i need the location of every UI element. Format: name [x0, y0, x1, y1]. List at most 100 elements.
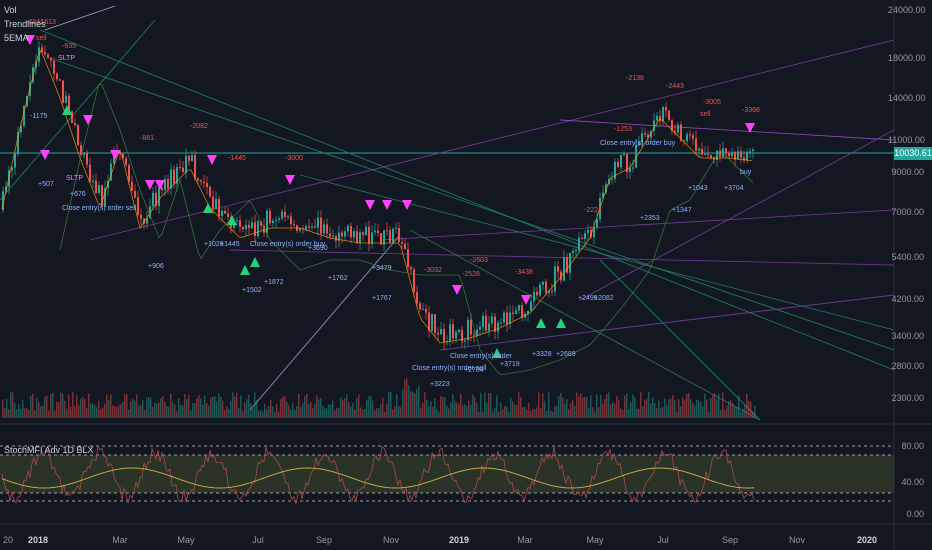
volume-bar [440, 396, 442, 418]
volume-bar [636, 408, 638, 418]
candle-body [128, 165, 130, 182]
volume-bar [146, 397, 148, 418]
volume-bar [428, 406, 430, 418]
volume-bar [178, 398, 180, 418]
volume-bar [314, 404, 316, 418]
candle-body [257, 221, 259, 237]
volume-bar [328, 404, 330, 418]
volume-bar [576, 392, 578, 418]
trade-annotation: -2138 [626, 75, 644, 82]
volume-bar [288, 405, 290, 418]
volume-bar [334, 410, 336, 418]
volume-bar [242, 411, 244, 418]
volume-bar [420, 407, 422, 418]
candle-body [551, 290, 553, 292]
volume-bar [632, 394, 634, 418]
candle-body [632, 167, 634, 169]
volume-bar [290, 410, 292, 418]
trendline [54, 59, 895, 351]
volume-bar [680, 406, 682, 418]
volume-bar [496, 395, 498, 418]
volume-bar [66, 408, 68, 418]
trendline [89, 39, 895, 241]
candle-body [548, 290, 550, 293]
volume-bar [352, 402, 354, 418]
volume-bar [364, 408, 366, 418]
candle-body [587, 229, 589, 234]
candle-body [242, 226, 244, 230]
sell-signal-marker [521, 295, 531, 305]
candle-body [545, 281, 547, 293]
volume-bar [682, 397, 684, 418]
ma-line [59, 83, 754, 376]
volume-bar [272, 406, 274, 418]
volume-bar [446, 405, 448, 418]
trade-annotation: -3438 [515, 269, 533, 276]
candle-body [149, 206, 151, 219]
candle-body [185, 155, 187, 173]
volume-bar [122, 401, 124, 418]
volume-bar [540, 407, 542, 418]
trade-annotation: +1502 [242, 287, 262, 294]
volume-bar [126, 394, 128, 418]
volume-bar [650, 403, 652, 418]
candle-body [278, 218, 280, 220]
volume-bar [106, 394, 108, 418]
candle-body [284, 211, 286, 217]
volume-bar [170, 393, 172, 418]
trade-annotation: buy [740, 169, 752, 176]
trade-annotation: +2353 [640, 215, 660, 222]
candle-body [677, 124, 679, 133]
volume-bar [674, 400, 676, 418]
volume-bar [640, 392, 642, 418]
volume-bar [142, 399, 144, 418]
volume-bar [40, 406, 42, 418]
volume-bar [194, 403, 196, 418]
candle-body [200, 180, 202, 182]
volume-bar [244, 402, 246, 418]
volume-bar [530, 410, 532, 418]
price-tick-label: 11000.00 [888, 135, 925, 145]
volume-bar [438, 411, 440, 418]
price-tick-label: 14000.00 [888, 93, 926, 103]
time-tick-label: Nov [788, 535, 806, 545]
sell-signal-marker [155, 180, 165, 190]
volume-bar [492, 411, 494, 418]
trendline [299, 174, 895, 331]
volume-bar [150, 397, 152, 418]
candle-body [335, 236, 337, 241]
candle-body [77, 125, 79, 146]
volume-bar [384, 411, 386, 418]
volume-bar [302, 403, 304, 418]
volume-bar [630, 401, 632, 418]
volume-bar [58, 402, 60, 418]
candle-body [365, 226, 367, 235]
candle-body [218, 199, 220, 217]
volume-bar [684, 399, 686, 418]
volume-bar [726, 405, 728, 418]
time-tick-label: Mar [517, 535, 533, 545]
volume-bar [418, 385, 420, 418]
candle-body [368, 226, 370, 244]
candle-body [329, 233, 331, 237]
candle-body [473, 334, 475, 336]
volume-bar [42, 405, 44, 418]
volume-bar [620, 408, 622, 418]
candle-body [680, 124, 682, 141]
candle-body [425, 308, 427, 313]
candle-body [377, 230, 379, 234]
trade-annotation: +1026 [204, 241, 224, 248]
candle-body [23, 106, 25, 126]
volume-bar [110, 394, 112, 418]
volume-bar [476, 403, 478, 418]
candle-body [59, 79, 61, 81]
price-tick-label: 7000.00 [891, 207, 924, 217]
volume-bar [562, 397, 564, 418]
candle-body [671, 119, 673, 131]
candle-body [581, 237, 583, 239]
candle-body [413, 269, 415, 292]
volume-bar [326, 408, 328, 418]
candle-body [488, 323, 490, 331]
trendline [409, 229, 761, 421]
